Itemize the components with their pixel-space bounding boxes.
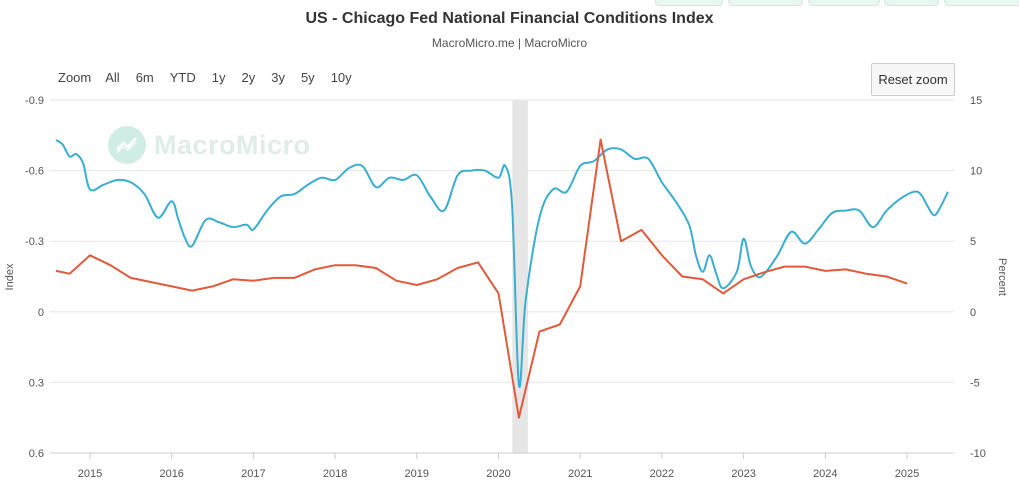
top-tab-3[interactable] [808, 0, 880, 6]
x-tick-label: 2022 [650, 468, 674, 480]
x-tick-label: 2015 [78, 468, 102, 480]
series-layer [55, 138, 949, 419]
right-axis-title: Percent [996, 258, 1008, 296]
x-tick-label: 2021 [568, 468, 592, 480]
chart-subtitle: MacroMicro.me | MacroMicro [431, 36, 588, 50]
left-axis-ticks: -0.9 -0.6 -0.3 0 0.3 0.6 [25, 95, 44, 460]
macromicro-chart-logo-icon [108, 126, 146, 164]
left-tick-label: -0.3 [25, 236, 44, 248]
x-tick-label: 2023 [731, 468, 755, 480]
x-tick-label: 2025 [895, 468, 919, 480]
x-tick-label: 2019 [405, 468, 429, 480]
range-button-2y[interactable]: 2y [241, 69, 256, 85]
left-tick-label: 0 [38, 307, 44, 319]
watermark-text: MacroMicro [154, 129, 311, 160]
index-series-line [55, 139, 949, 388]
right-tick-label: 15 [970, 95, 982, 107]
left-tick-label: -0.9 [25, 95, 44, 107]
left-axis-title: Index [4, 263, 16, 290]
percent-series-line [55, 138, 908, 419]
left-tick-label: 0.6 [29, 448, 44, 460]
top-tab-4[interactable] [884, 0, 939, 6]
range-button-5y[interactable]: 5y [300, 69, 315, 85]
recession-band [512, 100, 528, 453]
right-tick-label: -10 [970, 448, 986, 460]
x-tick-label: 2016 [159, 468, 183, 480]
top-tab-2[interactable] [728, 0, 803, 6]
range-button-10y[interactable]: 10y [330, 69, 352, 85]
right-tick-label: -5 [970, 377, 980, 389]
range-button-3y[interactable]: 3y [271, 69, 285, 85]
left-tick-label: -0.6 [25, 166, 44, 178]
x-tick-label: 2017 [241, 468, 265, 480]
right-tick-label: 5 [970, 236, 976, 248]
zoom-label: Zoom [58, 69, 92, 85]
x-tick-label: 2024 [813, 468, 837, 480]
x-tick-label: 2018 [323, 468, 347, 480]
x-axis-ticks: 2015 2016 2017 2018 2019 2020 2021 2022 2023 2024… [50, 452, 954, 480]
range-selector: Zoom All 6m YTD 1y 2y 3y 5y 10y [58, 68, 368, 86]
recession-shading [512, 100, 528, 453]
watermark: MacroMicro [108, 126, 311, 164]
x-tick-label: 2020 [486, 468, 510, 480]
right-tick-label: 0 [970, 307, 976, 319]
grid-lines [50, 99, 954, 454]
range-button-6m[interactable]: 6m [135, 69, 154, 85]
right-tick-label: 10 [970, 166, 982, 178]
left-tick-label: 0.3 [29, 377, 44, 389]
reset-zoom-button[interactable]: Reset zoom [871, 63, 955, 96]
top-tab-1[interactable] [655, 0, 723, 6]
range-button-all[interactable]: All [105, 69, 120, 85]
range-button-ytd[interactable]: YTD [169, 69, 196, 85]
range-button-1y[interactable]: 1y [211, 69, 226, 85]
right-axis-ticks: 15 10 5 0 -5 -10 [970, 95, 986, 460]
top-tab-5[interactable] [944, 0, 1019, 6]
chart-title: US - Chicago Fed National Financial Cond… [305, 10, 714, 27]
